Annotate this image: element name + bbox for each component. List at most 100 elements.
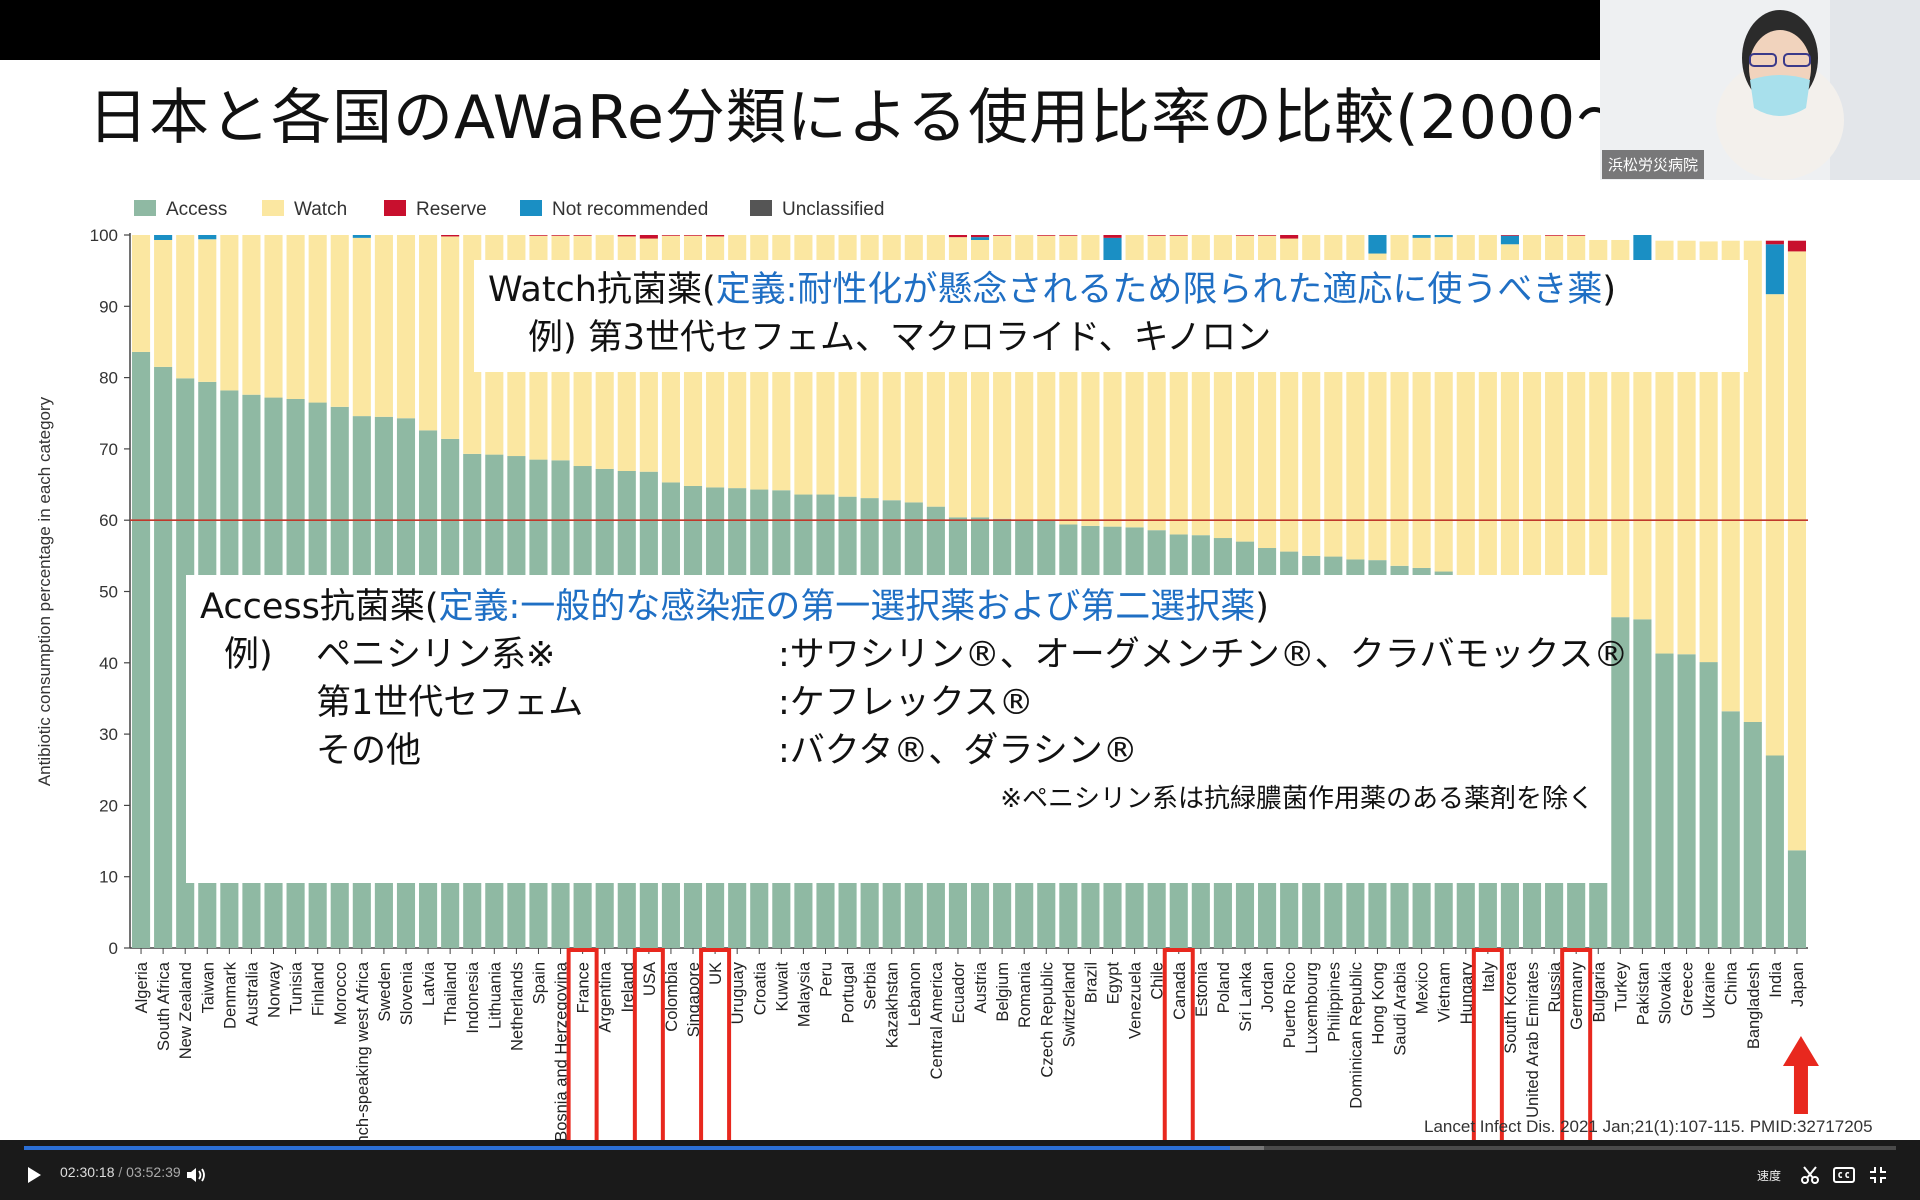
bar-access <box>1677 654 1696 948</box>
time-display: 02:30:18 / 03:52:39 <box>60 1164 181 1180</box>
time-separator: / <box>118 1164 123 1180</box>
x-tick-label: Russia <box>1546 961 1564 1012</box>
volume-button[interactable] <box>184 1160 210 1190</box>
x-tick-label: Taiwan <box>199 962 217 1013</box>
bar-not-recommended <box>1412 235 1431 238</box>
hospital-badge: 浜松労災病院 <box>1602 150 1705 179</box>
exit-fullscreen-icon <box>1870 1167 1886 1183</box>
bar-reserve <box>1103 235 1122 238</box>
bar-access <box>131 351 151 948</box>
bar-reserve <box>948 235 968 238</box>
closed-captions-icon <box>1833 1167 1855 1183</box>
bar-reserve <box>1147 235 1166 236</box>
playback-speed-button[interactable]: 速度 <box>1752 1160 1786 1190</box>
bar-reserve <box>1258 235 1277 236</box>
y-tick-label: 100 <box>90 226 118 245</box>
bar-reserve <box>1787 240 1807 252</box>
bar-reserve <box>1235 235 1255 236</box>
play-icon <box>28 1167 41 1183</box>
bar-watch <box>198 239 217 382</box>
bar-not-recommended <box>1765 244 1784 295</box>
x-tick-label: China <box>1723 961 1741 1005</box>
x-tick-label: Czech Republic <box>1038 962 1056 1078</box>
presenter-webcam: 浜松労災病院 <box>1600 0 1920 180</box>
bar-reserve <box>441 235 460 237</box>
play-button[interactable] <box>22 1160 46 1190</box>
bar-access <box>1633 619 1652 948</box>
bar-watch <box>419 235 438 431</box>
highlight-box-italy <box>1471 948 1504 1140</box>
drugs-other: :バクタ®、ダラシン® <box>778 731 1138 771</box>
highlight-box-france <box>566 948 599 1140</box>
y-tick-label: 0 <box>109 939 118 958</box>
x-tick-label: Ecuador <box>950 962 968 1024</box>
x-tick-label: Egypt <box>1105 962 1123 1005</box>
x-tick-label: Ireland <box>619 962 637 1012</box>
bar-reserve <box>1169 235 1188 236</box>
y-tick-label: 10 <box>99 868 118 887</box>
bar-watch <box>220 235 239 391</box>
bar-watch <box>1765 294 1784 756</box>
legend-label: Not recommended <box>552 199 708 220</box>
x-tick-label: Bulgaria <box>1590 961 1608 1022</box>
reference-citation: Lancet Infect Dis. 2021 Jan;21(1):107-11… <box>1424 1117 1873 1136</box>
bar-access <box>1655 653 1674 948</box>
bar-watch <box>286 235 305 399</box>
bar-watch <box>352 237 371 417</box>
x-tick-label: Australia <box>243 961 261 1026</box>
bar-not-recommended <box>1368 235 1387 254</box>
bar-reserve <box>617 235 636 237</box>
bar-reserve <box>1059 235 1078 236</box>
x-tick-label: Spain <box>530 962 548 1004</box>
bar-watch <box>1787 251 1807 851</box>
bar-watch <box>374 235 393 417</box>
bar-access <box>1721 711 1740 948</box>
bar-reserve <box>551 235 570 236</box>
x-tick-labels: Algeria South Africa New Zealand Taiwan Denm… <box>133 961 1807 1140</box>
x-tick-label: Norway <box>266 961 284 1018</box>
highlight-box-canada <box>1162 948 1195 1140</box>
x-tick-label: South Korea <box>1502 961 1520 1054</box>
x-tick-label: Puerto Rico <box>1281 962 1299 1048</box>
x-tick-label: Austria <box>972 961 990 1013</box>
bar-watch <box>154 239 173 367</box>
bar-not-recommended <box>1633 235 1652 266</box>
scissors-icon <box>1801 1166 1819 1184</box>
x-tick-label: Serbia <box>862 961 880 1010</box>
bar-watch <box>1743 240 1762 722</box>
bar-not-recommended <box>352 235 371 238</box>
arrow-to-japan <box>1782 1036 1819 1114</box>
x-tick-label: Lithuania <box>486 961 504 1029</box>
x-tick-label: UK <box>707 962 725 985</box>
x-tick-label: Kuwait <box>773 962 791 1012</box>
drug-class-other: その他 <box>316 731 422 771</box>
highlight-box-usa <box>632 948 665 1140</box>
x-tick-label: Switzerland <box>1060 962 1078 1047</box>
bar-reserve <box>1037 235 1056 236</box>
captions-button[interactable] <box>1830 1160 1858 1190</box>
speed-label: 速度 <box>1756 1168 1781 1183</box>
x-tick-label: Hungary <box>1458 961 1476 1024</box>
slide-title: 日本と各国のAWaRe分類による使用比率の比較(2000〜 <box>88 83 1638 153</box>
access-label: Access抗菌薬( <box>200 587 439 627</box>
x-tick-label: Indonesia <box>464 961 482 1033</box>
bar-reserve <box>661 235 680 236</box>
x-tick-label: USA <box>641 962 659 996</box>
drug-class-penicillin: ペニシリン系※ <box>316 635 556 675</box>
x-tick-label: Vietnam <box>1436 962 1454 1022</box>
seek-bar[interactable] <box>24 1146 1896 1150</box>
x-tick-label: Sri Lanka <box>1237 961 1255 1032</box>
exit-fullscreen-button[interactable] <box>1864 1160 1892 1190</box>
x-tick-label: Sweden <box>376 962 394 1022</box>
legend-swatch <box>520 200 542 216</box>
x-tick-label: Slovenia <box>398 961 416 1025</box>
bar-reserve <box>993 235 1012 236</box>
bar-not-recommended <box>1434 235 1453 238</box>
y-tick-label: 70 <box>99 440 118 459</box>
x-tick-label: Turkey <box>1612 961 1630 1012</box>
legend-label: Watch <box>294 199 347 220</box>
x-tick-label: Germany <box>1568 961 1586 1030</box>
clip-button[interactable] <box>1796 1160 1824 1190</box>
bar-reserve <box>683 235 703 236</box>
x-tick-label: Bosnia and Herzegovina <box>553 961 571 1140</box>
